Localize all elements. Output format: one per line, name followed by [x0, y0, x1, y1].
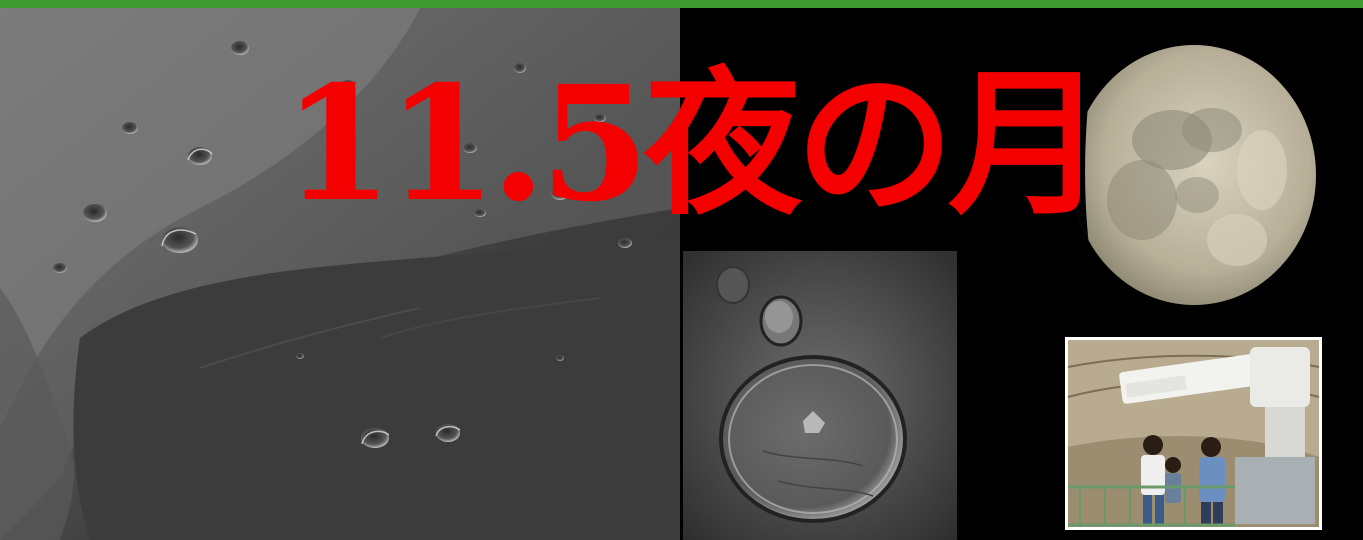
telescope-observation-photo: [1065, 337, 1322, 530]
crater-image: [683, 251, 957, 540]
top-accent-bar: [0, 0, 1363, 8]
moon-phase-image: [1062, 20, 1322, 320]
lunar-surface-image: [0, 8, 680, 540]
page-title: 11.5夜の月: [283, 52, 1106, 237]
